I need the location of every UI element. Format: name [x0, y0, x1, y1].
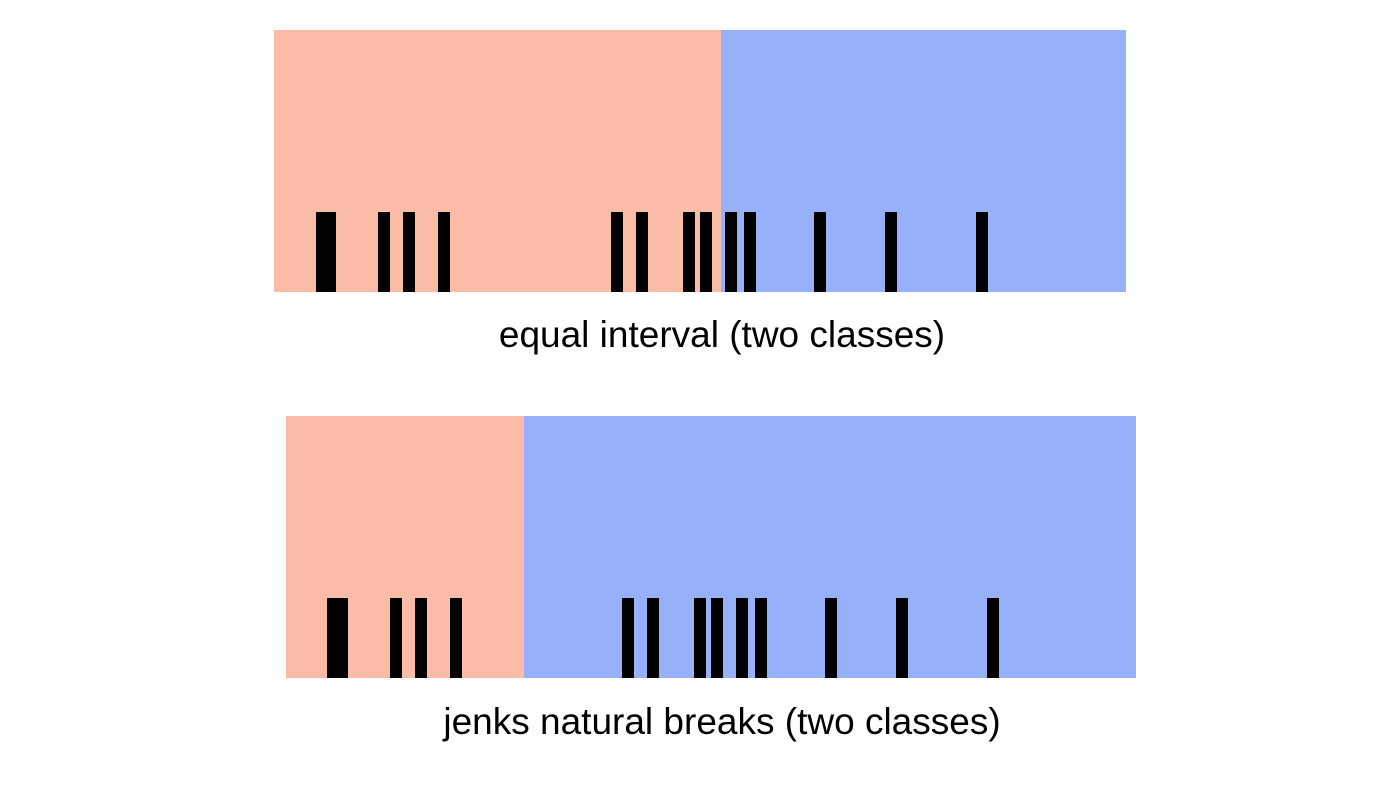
data-value-tick [621, 598, 634, 678]
data-value-tick [389, 598, 402, 678]
data-value-tick [743, 212, 756, 292]
data-value-tick [323, 212, 336, 292]
class-1-band [274, 30, 721, 292]
data-value-tick [754, 598, 767, 678]
data-value-tick [700, 212, 712, 292]
data-value-tick [402, 212, 415, 292]
data-value-tick [694, 598, 707, 678]
data-value-tick [438, 212, 451, 292]
data-value-tick [895, 598, 908, 678]
jenks-natural-breaks-panel [286, 416, 1136, 678]
data-value-tick [683, 212, 696, 292]
class-2-band [720, 30, 1126, 292]
data-value-tick [711, 598, 723, 678]
data-value-tick [884, 212, 897, 292]
data-value-tick [610, 212, 623, 292]
data-value-tick [335, 598, 348, 678]
data-value-tick [735, 598, 748, 678]
jenks-natural-breaks-caption: jenks natural breaks (two classes) [443, 701, 1001, 742]
data-value-tick [986, 598, 999, 678]
data-value-tick [724, 212, 737, 292]
data-value-tick [814, 212, 827, 292]
data-value-tick [976, 212, 989, 292]
data-value-tick [377, 212, 390, 292]
data-value-tick [825, 598, 838, 678]
data-value-tick [646, 598, 659, 678]
data-value-tick [635, 212, 648, 292]
data-value-tick [449, 598, 462, 678]
equal-interval-panel [274, 30, 1126, 292]
equal-interval-caption: equal interval (two classes) [498, 314, 946, 355]
data-value-tick [414, 598, 427, 678]
class-1-band [286, 416, 525, 678]
